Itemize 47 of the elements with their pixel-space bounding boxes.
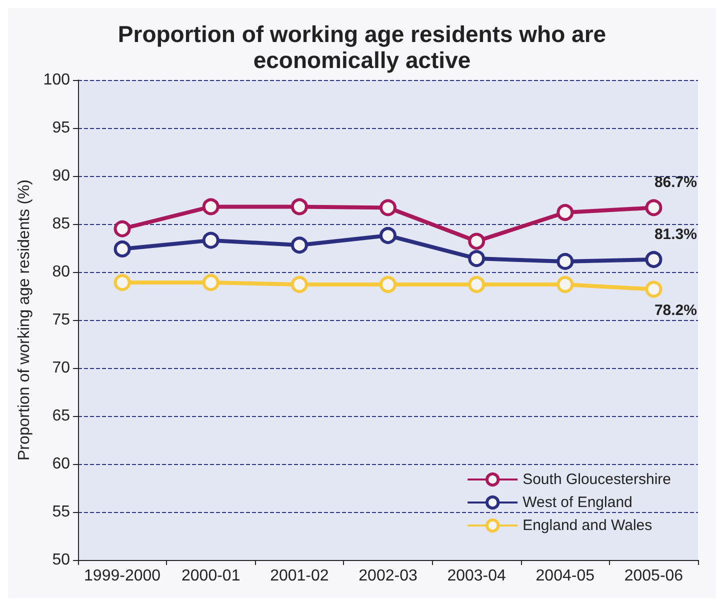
point — [468, 250, 486, 268]
y-tick-label: 90 — [52, 168, 70, 184]
y-tick-label: 100 — [43, 72, 70, 88]
point — [202, 198, 220, 216]
y-tick-label: 70 — [52, 360, 70, 376]
x-tick-label: 2003-04 — [447, 568, 506, 584]
point — [380, 199, 396, 216]
point — [556, 252, 574, 270]
data-label: 78.2% — [654, 302, 697, 319]
legend-label: England and Wales — [522, 517, 652, 534]
legend-label: South Gloucestershire — [522, 471, 672, 488]
data-label: 86.7% — [654, 174, 697, 192]
x-tick-label: 2005-06 — [624, 568, 684, 584]
point — [645, 251, 662, 268]
point — [556, 276, 574, 293]
data-label: 81.3% — [654, 226, 697, 244]
point — [290, 276, 308, 293]
y-tick-label: 75 — [52, 312, 70, 328]
legend-label: West of England — [522, 494, 632, 511]
x-tick-label: 1999-2000 — [84, 568, 161, 584]
point — [114, 220, 131, 238]
y-tick-label: 50 — [52, 552, 70, 568]
point — [114, 240, 131, 258]
point — [114, 274, 131, 292]
y-axis-title: Proportion of working age residents (%) — [16, 179, 33, 461]
point — [645, 199, 662, 216]
point — [645, 280, 662, 298]
point — [468, 276, 486, 293]
x-tick-label: 2002-03 — [358, 568, 418, 584]
y-tick-label: 55 — [52, 504, 70, 520]
x-tick-label: 2000-01 — [182, 568, 240, 584]
chart-title: Proportion of working age residents who are economically active — [118, 21, 606, 73]
point — [556, 204, 574, 221]
point — [380, 276, 396, 293]
point — [202, 232, 220, 249]
y-tick-label: 60 — [52, 456, 70, 472]
point — [290, 236, 308, 254]
point — [380, 227, 396, 244]
x-tick-label: 2004-05 — [536, 568, 595, 584]
point — [202, 274, 220, 292]
y-tick-label: 80 — [52, 264, 70, 280]
x-tick-label: 2001-02 — [270, 568, 329, 584]
y-tick-label: 95 — [52, 120, 70, 136]
y-tick-label: 65 — [52, 408, 70, 424]
point — [468, 232, 486, 250]
y-tick-label: 85 — [52, 216, 70, 232]
point — [290, 198, 308, 216]
